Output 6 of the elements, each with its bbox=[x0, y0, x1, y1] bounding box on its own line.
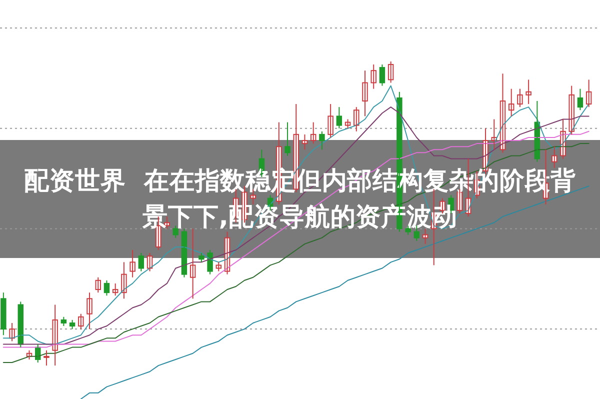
candlestick bbox=[44, 350, 50, 366]
candlestick bbox=[130, 249, 136, 278]
candlestick bbox=[526, 79, 532, 105]
candlestick bbox=[552, 146, 558, 168]
candlestick bbox=[198, 252, 204, 263]
candlestick bbox=[86, 292, 92, 330]
